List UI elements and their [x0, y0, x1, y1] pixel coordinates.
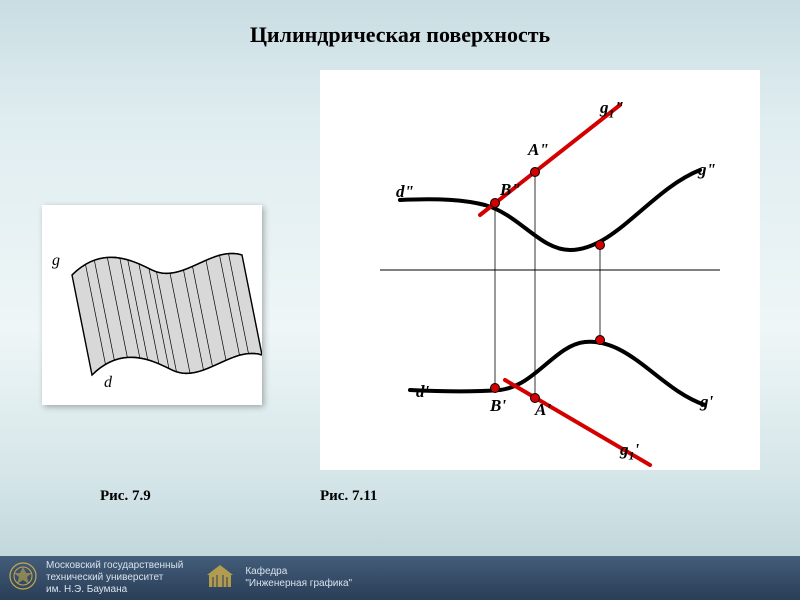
diagram-label: g': [700, 392, 713, 412]
diagram-label: g": [698, 160, 716, 180]
diagram-label: d': [416, 382, 429, 402]
svg-text:g: g: [52, 252, 60, 269]
dept-emblem-icon: [203, 561, 237, 596]
svg-text:d: d: [104, 374, 113, 391]
bmstu-emblem-icon: [8, 561, 38, 596]
diagram-label: d": [396, 182, 414, 202]
diagram-label: B': [490, 396, 506, 416]
diagram-label: g1': [620, 440, 639, 463]
diagram-label: A': [535, 400, 551, 420]
caption-7-9: Рис. 7.9: [100, 488, 151, 505]
diagram-label: g1": [600, 98, 624, 121]
figure-7-11: g1" A" g" B" d" d' B' A' g' g1': [320, 70, 760, 470]
footer-bar: Московский государственныйтехнический ун…: [0, 556, 800, 600]
footer-department: Кафедра"Инженерная графика": [245, 566, 352, 590]
page-title: Цилиндрическая поверхность: [0, 22, 800, 48]
footer-university: Московский государственныйтехнический ун…: [46, 560, 183, 596]
diagram-label: A": [528, 140, 549, 160]
caption-7-11: Рис. 7.11: [320, 488, 377, 505]
diagram-label: B": [500, 180, 521, 200]
figure-7-9: gd: [42, 205, 262, 405]
